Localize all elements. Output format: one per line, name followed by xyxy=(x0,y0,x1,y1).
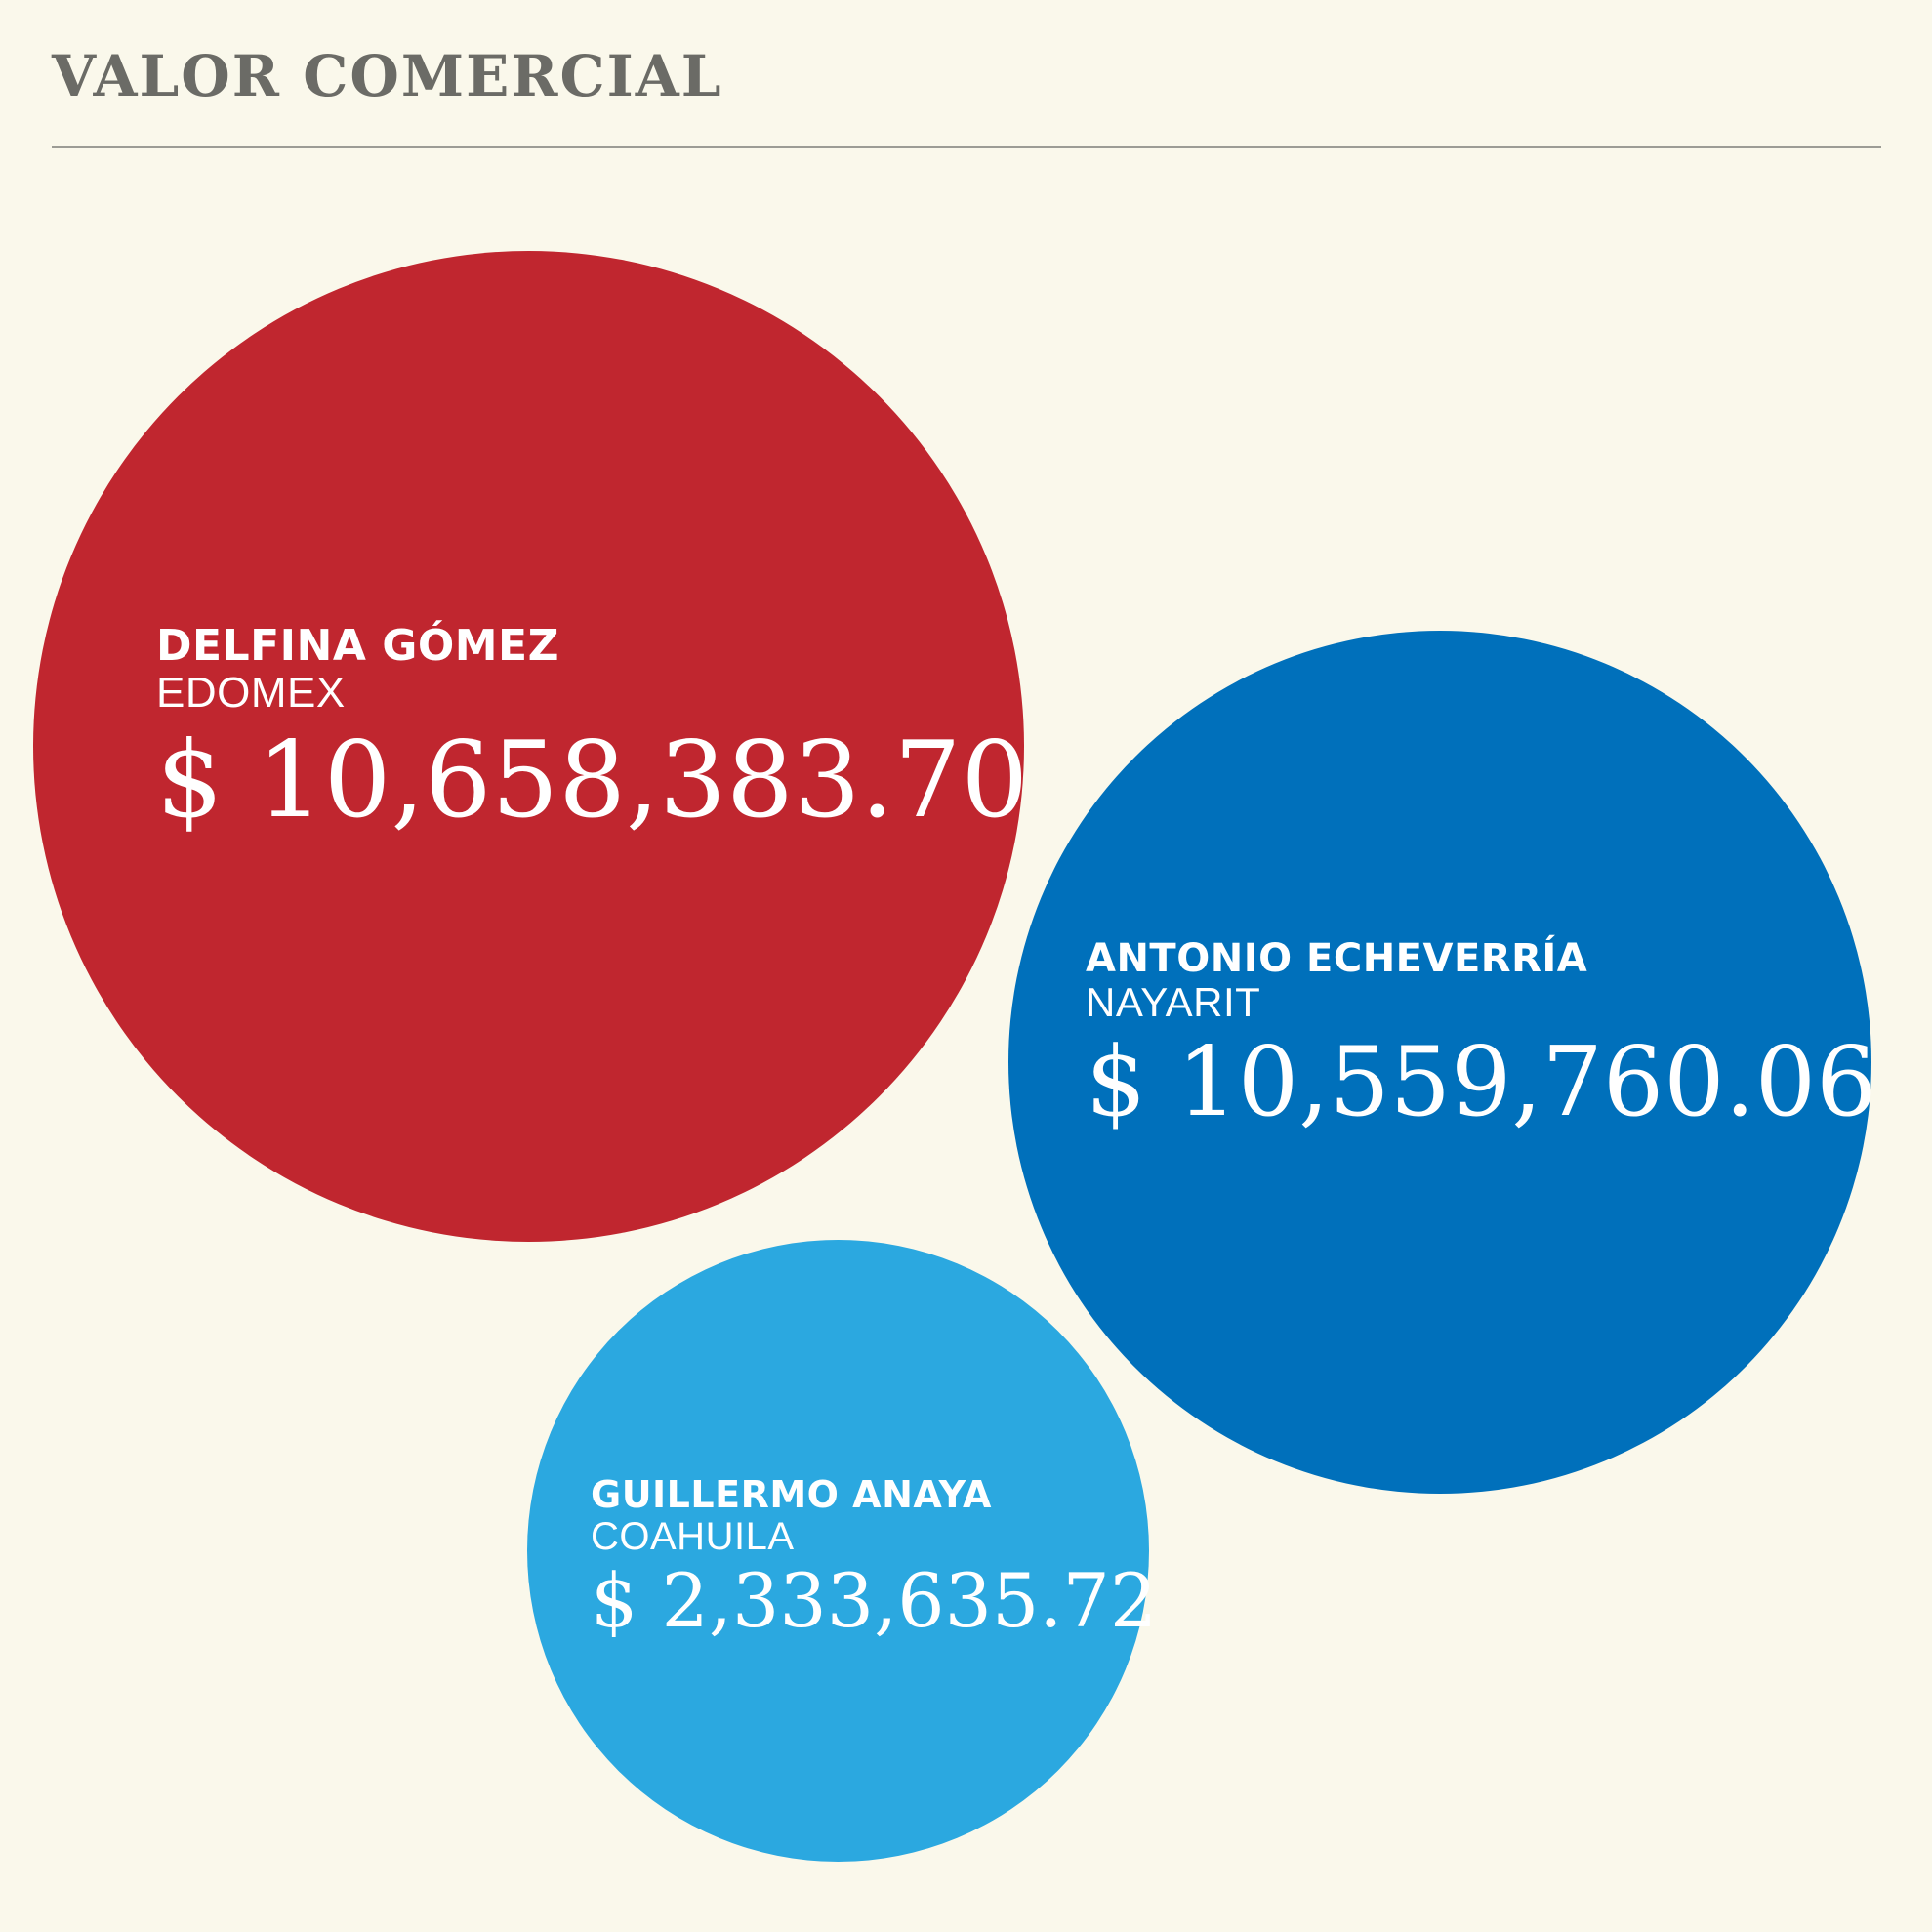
label-antonio-echeverria: ANTONIO ECHEVERRÍA NAYARIT $ 10,559,760.… xyxy=(1086,939,1876,1130)
title-divider xyxy=(52,146,1881,148)
bubble-antonio-echeverria xyxy=(1008,631,1871,1494)
person-name: DELFINA GÓMEZ xyxy=(156,621,560,671)
bubble-guillermo-anaya xyxy=(527,1240,1149,1862)
person-name: ANTONIO ECHEVERRÍA xyxy=(1086,936,1588,981)
chart-title: VALOR COMERCIAL xyxy=(52,43,723,109)
label-delfina-gomez: DELFINA GÓMEZ EDOMEX $ 10,658,383.70 xyxy=(156,625,1028,834)
label-guillermo-anaya: GUILLERMO ANAYA COAHUILA $ 2,333,635.72 xyxy=(591,1476,1157,1638)
person-name: GUILLERMO ANAYA xyxy=(591,1473,992,1516)
state-name: COAHUILA xyxy=(591,1515,795,1558)
state-name: EDOMEX xyxy=(156,669,346,717)
bubble-delfina-gomez xyxy=(33,251,1024,1242)
value-label: $ 2,333,635.72 xyxy=(591,1557,1158,1644)
value-label: $ 10,559,760.06 xyxy=(1086,1027,1877,1138)
value-label: $ 10,658,383.70 xyxy=(156,719,1029,842)
state-name: NAYARIT xyxy=(1086,979,1261,1025)
